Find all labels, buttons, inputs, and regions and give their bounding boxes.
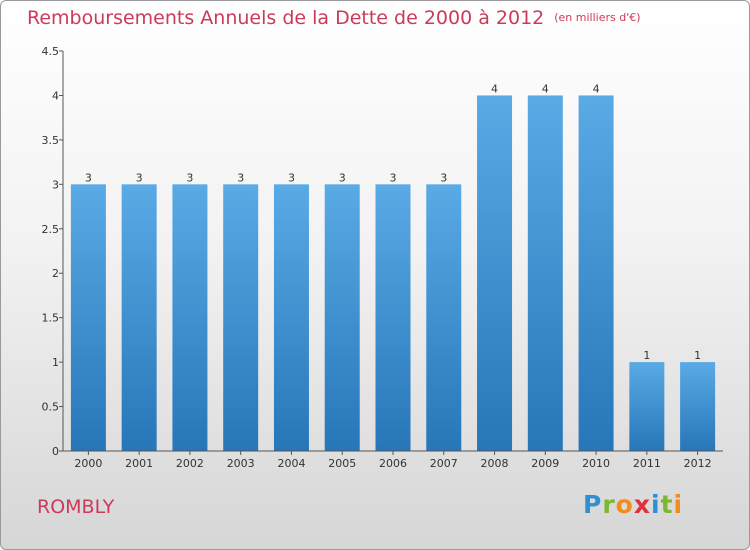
logo-letter: i bbox=[651, 490, 661, 519]
x-tick-label: 2006 bbox=[379, 457, 407, 470]
data-label: 3 bbox=[288, 171, 295, 184]
data-label: 1 bbox=[643, 349, 650, 362]
logo-letter: x bbox=[633, 490, 651, 519]
y-tick-label: 0.5 bbox=[42, 401, 60, 414]
axes-group bbox=[59, 50, 723, 455]
x-tick-label: 2000 bbox=[74, 457, 102, 470]
chart-subtitle: (en milliers d'€) bbox=[554, 11, 641, 24]
x-tick-label: 2012 bbox=[684, 457, 712, 470]
data-label: 3 bbox=[237, 171, 244, 184]
x-tick-label: 2008 bbox=[481, 457, 509, 470]
bar-2010 bbox=[578, 95, 614, 451]
bars-group bbox=[70, 95, 716, 452]
bar-2009 bbox=[527, 95, 563, 451]
y-tick-label: 1 bbox=[52, 356, 59, 369]
chart-title: Remboursements Annuels de la Dette de 20… bbox=[27, 7, 641, 29]
data-label: 3 bbox=[85, 171, 92, 184]
x-tick-label: 2009 bbox=[531, 457, 559, 470]
data-label: 3 bbox=[390, 171, 397, 184]
x-tick-label: 2002 bbox=[176, 457, 204, 470]
y-tick-label: 0 bbox=[52, 445, 59, 458]
bar-2000 bbox=[70, 184, 106, 452]
y-tick-label: 3 bbox=[52, 178, 59, 191]
data-label: 4 bbox=[491, 82, 498, 95]
x-tick-label: 2005 bbox=[328, 457, 356, 470]
bar-2007 bbox=[426, 184, 462, 452]
bar-2006 bbox=[375, 184, 411, 452]
bar-2003 bbox=[223, 184, 259, 452]
y-tick-label: 2.5 bbox=[42, 223, 60, 236]
y-tick-label: 1.5 bbox=[42, 312, 60, 325]
logo-letter: P bbox=[583, 490, 603, 519]
data-label: 4 bbox=[593, 82, 600, 95]
bar-2005 bbox=[324, 184, 360, 452]
logo-letter: t bbox=[660, 490, 674, 519]
data-label: 1 bbox=[694, 349, 701, 362]
x-tick-label: 2011 bbox=[633, 457, 661, 470]
chart-title-text: Remboursements Annuels de la Dette de 20… bbox=[27, 7, 545, 29]
bar-2004 bbox=[273, 184, 309, 452]
data-label: 3 bbox=[186, 171, 193, 184]
proxiti-logo: Proxiti bbox=[583, 490, 683, 519]
bar-2011 bbox=[629, 362, 665, 451]
x-tick-label: 2001 bbox=[125, 457, 153, 470]
data-label: 3 bbox=[136, 171, 143, 184]
bar-2002 bbox=[172, 184, 208, 452]
data-label: 3 bbox=[339, 171, 346, 184]
y-tick-label: 2 bbox=[52, 267, 59, 280]
commune-name: ROMBLY bbox=[37, 496, 115, 518]
x-tick-label: 2003 bbox=[227, 457, 255, 470]
bar-2001 bbox=[121, 184, 157, 452]
bar-2008 bbox=[477, 95, 513, 451]
y-tick-label: 3.5 bbox=[42, 134, 60, 147]
bar-2012 bbox=[680, 362, 716, 451]
logo-letter: r bbox=[602, 490, 616, 519]
y-tick-label: 4.5 bbox=[42, 45, 60, 58]
x-tick-label: 2010 bbox=[582, 457, 610, 470]
labels-group: 3 2000 3 2001 3 2002 3 2003 3 2004 3 2005 3 2006 3 2007… bbox=[42, 45, 712, 470]
x-tick-label: 2007 bbox=[430, 457, 458, 470]
data-label: 3 bbox=[440, 171, 447, 184]
x-tick-label: 2004 bbox=[277, 457, 305, 470]
logo-letter: o bbox=[615, 490, 634, 519]
data-label: 4 bbox=[542, 82, 549, 95]
y-tick-label: 4 bbox=[52, 89, 59, 102]
logo-letter: i bbox=[673, 490, 684, 519]
